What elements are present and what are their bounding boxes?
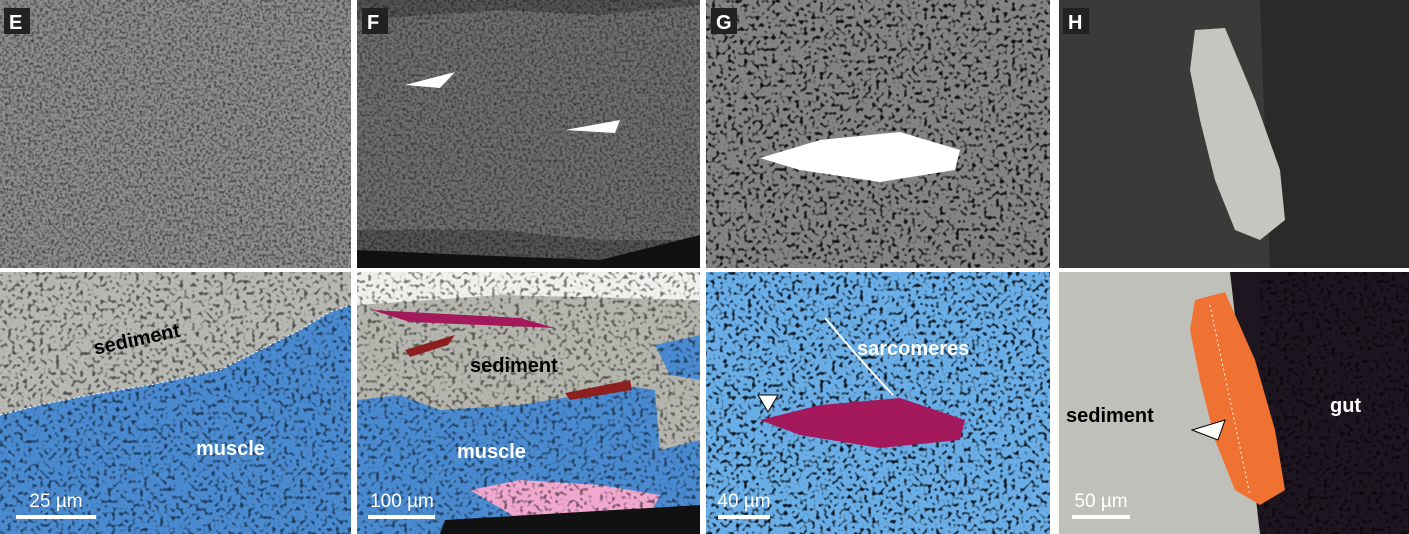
panel-e: E sediment muscle 25 µm <box>0 0 352 534</box>
texture <box>1260 272 1409 534</box>
inclusion <box>405 335 455 357</box>
inclusion <box>372 310 555 328</box>
boundary <box>1209 304 1251 496</box>
inclusion <box>760 132 960 182</box>
inclusion <box>760 398 965 448</box>
panel-f: F sediment muscle 100 µm <box>357 0 700 534</box>
letter-box <box>362 8 388 34</box>
scale-label: 50 µm <box>1074 491 1127 512</box>
gut-fill <box>1190 292 1285 505</box>
panel-letter: H <box>1068 12 1082 34</box>
inclusion <box>565 120 620 133</box>
label: sediment <box>1066 405 1154 427</box>
panel-g: G sarcomeres 40 µm <box>706 0 1050 534</box>
gut-fill <box>1190 28 1285 240</box>
scale-label: 40 µm <box>717 491 770 512</box>
panel-letter: E <box>9 12 22 34</box>
texture <box>0 0 351 268</box>
letter-box <box>1063 8 1089 34</box>
panel-letter: G <box>716 12 732 34</box>
crack <box>357 235 700 268</box>
scale-label: 25 µm <box>29 491 82 512</box>
label: muscle <box>457 441 526 463</box>
texture <box>357 0 700 268</box>
inclusion <box>405 72 455 88</box>
label: sediment <box>470 355 558 377</box>
crack <box>440 505 700 534</box>
label: muscle <box>196 438 265 460</box>
label: gut <box>1330 395 1361 417</box>
arrowhead <box>757 394 779 413</box>
panel-letter: F <box>367 12 379 34</box>
letter-box <box>4 8 30 34</box>
texture <box>0 272 351 534</box>
texture <box>706 0 1050 268</box>
arrowhead <box>1190 419 1226 441</box>
panel-h: H sediment gut 50 µm <box>1059 0 1409 534</box>
bracket <box>824 317 894 396</box>
label: sarcomeres <box>857 338 969 360</box>
scale-label: 100 µm <box>370 491 434 512</box>
inclusion <box>565 380 632 400</box>
letter-box <box>711 8 737 34</box>
